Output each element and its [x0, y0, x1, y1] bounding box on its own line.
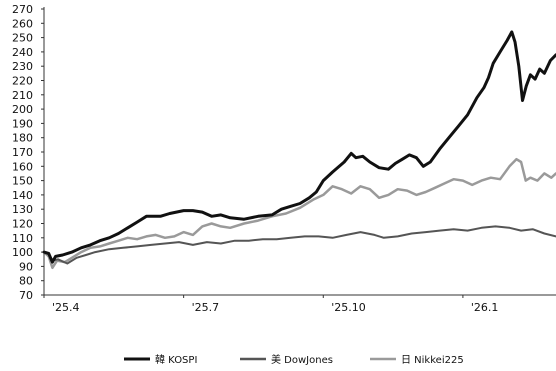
y-tick-label: 190: [12, 117, 33, 130]
y-tick-label: 260: [12, 17, 33, 30]
y-tick-label: 180: [12, 132, 33, 145]
y-tick-label: 210: [12, 89, 33, 102]
y-tick-label: 150: [12, 175, 33, 188]
legend-label-dow: 美 DowJones: [271, 353, 333, 366]
y-tick-label: 270: [12, 3, 33, 16]
y-tick-label: 240: [12, 46, 33, 59]
x-tick-label: '25.7: [192, 301, 220, 314]
y-tick-label: 90: [19, 260, 33, 273]
y-tick-label: 80: [19, 275, 33, 288]
y-tick-label: 230: [12, 60, 33, 73]
y-tick-label: 100: [12, 246, 33, 259]
y-tick-label: 140: [12, 189, 33, 202]
y-tick-label: 170: [12, 146, 33, 159]
legend-label-kospi: 韓 KOSPI: [155, 354, 197, 366]
y-tick-label: 130: [12, 203, 33, 216]
y-tick-label: 250: [12, 32, 33, 45]
y-tick-label: 160: [12, 160, 33, 173]
legend-label-nikkei: 日 Nikkei225: [401, 355, 464, 366]
y-tick-label: 200: [12, 103, 33, 116]
series-line-kospi: [42, 30, 556, 264]
y-tick-label: 220: [12, 75, 33, 88]
x-tick-label: '25.10: [331, 301, 366, 314]
y-tick-label: 120: [12, 218, 33, 231]
x-tick-label: '26.1: [471, 301, 499, 314]
series-line-nikkei: [42, 157, 556, 270]
series-line-dow: [43, 225, 556, 265]
x-tick-label: '25.4: [52, 301, 80, 314]
y-tick-label: 110: [12, 232, 33, 245]
y-tick-label: 70: [19, 289, 33, 302]
